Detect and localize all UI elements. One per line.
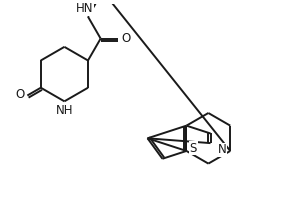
Text: S: S: [190, 142, 197, 155]
Text: O: O: [15, 88, 24, 101]
Text: NH: NH: [56, 104, 73, 117]
Text: HN: HN: [76, 2, 94, 15]
Text: O: O: [121, 32, 130, 45]
Text: N: N: [218, 143, 227, 156]
